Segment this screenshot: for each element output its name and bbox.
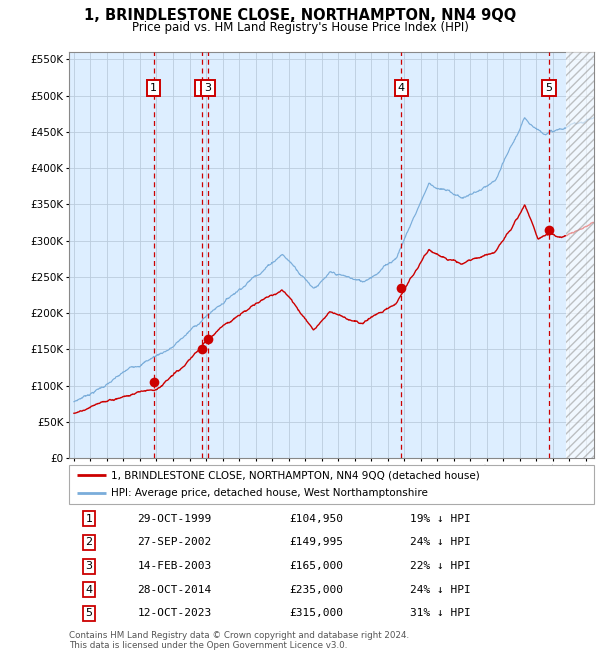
Text: 1: 1 (85, 514, 92, 524)
Text: £104,950: £104,950 (290, 514, 343, 524)
Text: £235,000: £235,000 (290, 585, 343, 595)
Text: 5: 5 (545, 83, 553, 93)
Text: 24% ↓ HPI: 24% ↓ HPI (410, 538, 471, 547)
Text: 27-SEP-2002: 27-SEP-2002 (137, 538, 212, 547)
Text: £149,995: £149,995 (290, 538, 343, 547)
Text: £165,000: £165,000 (290, 561, 343, 571)
Text: 19% ↓ HPI: 19% ↓ HPI (410, 514, 471, 524)
Text: 12-OCT-2023: 12-OCT-2023 (137, 608, 212, 618)
Text: 14-FEB-2003: 14-FEB-2003 (137, 561, 212, 571)
Text: 29-OCT-1999: 29-OCT-1999 (137, 514, 212, 524)
Text: 4: 4 (85, 585, 92, 595)
Text: £315,000: £315,000 (290, 608, 343, 618)
Bar (566, 52, 594, 458)
Text: 24% ↓ HPI: 24% ↓ HPI (410, 585, 471, 595)
Text: 1, BRINDLESTONE CLOSE, NORTHAMPTON, NN4 9QQ (detached house): 1, BRINDLESTONE CLOSE, NORTHAMPTON, NN4 … (111, 471, 480, 480)
Text: 31% ↓ HPI: 31% ↓ HPI (410, 608, 471, 618)
Text: Price paid vs. HM Land Registry's House Price Index (HPI): Price paid vs. HM Land Registry's House … (131, 21, 469, 34)
Text: This data is licensed under the Open Government Licence v3.0.: This data is licensed under the Open Gov… (69, 641, 347, 650)
Text: 2: 2 (85, 538, 92, 547)
Text: Contains HM Land Registry data © Crown copyright and database right 2024.: Contains HM Land Registry data © Crown c… (69, 630, 409, 640)
Text: HPI: Average price, detached house, West Northamptonshire: HPI: Average price, detached house, West… (111, 488, 428, 498)
Text: 1, BRINDLESTONE CLOSE, NORTHAMPTON, NN4 9QQ: 1, BRINDLESTONE CLOSE, NORTHAMPTON, NN4 … (84, 8, 516, 23)
Text: 22% ↓ HPI: 22% ↓ HPI (410, 561, 471, 571)
Text: 28-OCT-2014: 28-OCT-2014 (137, 585, 212, 595)
Text: 1: 1 (150, 83, 157, 93)
Text: 5: 5 (85, 608, 92, 618)
Text: 2: 2 (198, 83, 205, 93)
FancyBboxPatch shape (69, 465, 594, 504)
Text: 3: 3 (85, 561, 92, 571)
Text: 3: 3 (205, 83, 212, 93)
Text: 4: 4 (398, 83, 405, 93)
